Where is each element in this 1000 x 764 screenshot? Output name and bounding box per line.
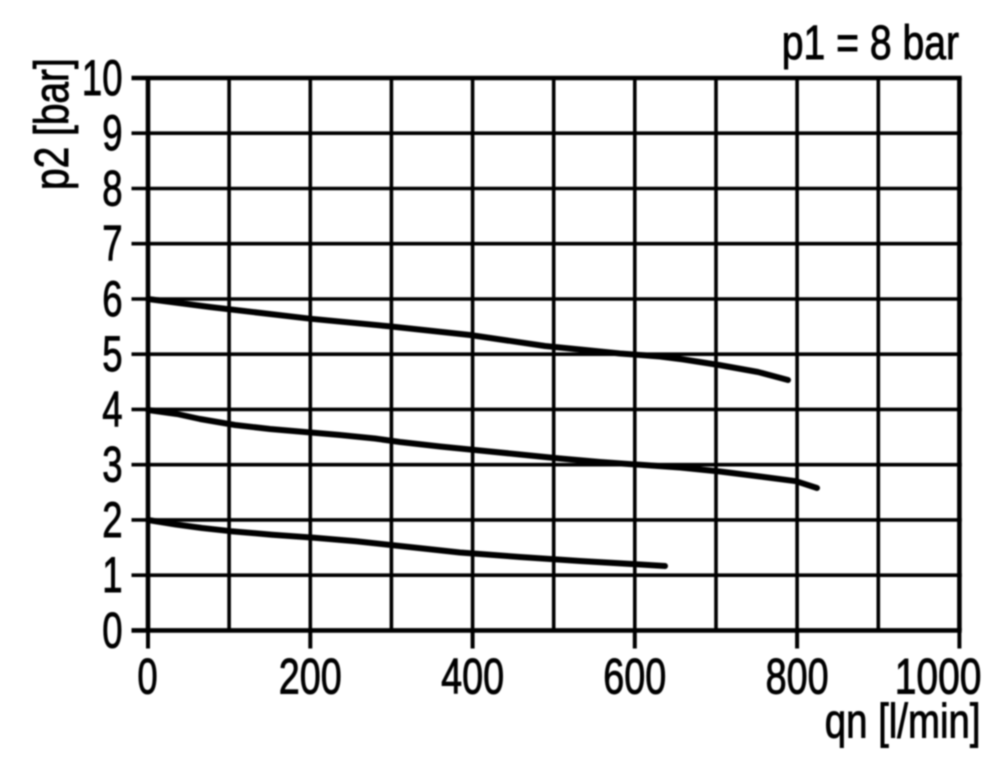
svg-text:9: 9 — [102, 106, 122, 162]
svg-text:600: 600 — [603, 649, 666, 704]
svg-text:200: 200 — [279, 649, 342, 704]
svg-text:0: 0 — [137, 649, 157, 705]
svg-text:1000: 1000 — [895, 648, 982, 705]
svg-text:400: 400 — [441, 649, 504, 704]
svg-text:800: 800 — [766, 649, 829, 704]
svg-text:8: 8 — [102, 161, 122, 217]
svg-text:2: 2 — [102, 492, 122, 548]
svg-text:0: 0 — [102, 603, 122, 659]
svg-text:p1 = 8 bar: p1 = 8 bar — [782, 16, 959, 70]
svg-text:7: 7 — [102, 216, 122, 272]
svg-text:10: 10 — [82, 50, 123, 106]
svg-text:4: 4 — [102, 382, 122, 438]
svg-text:qn [l/min]: qn [l/min] — [825, 696, 981, 749]
svg-text:6: 6 — [102, 271, 122, 327]
svg-text:3: 3 — [102, 437, 122, 493]
svg-text:5: 5 — [102, 327, 122, 383]
svg-text:p2 [bar]: p2 [bar] — [25, 58, 79, 190]
svg-text:1: 1 — [102, 548, 122, 604]
